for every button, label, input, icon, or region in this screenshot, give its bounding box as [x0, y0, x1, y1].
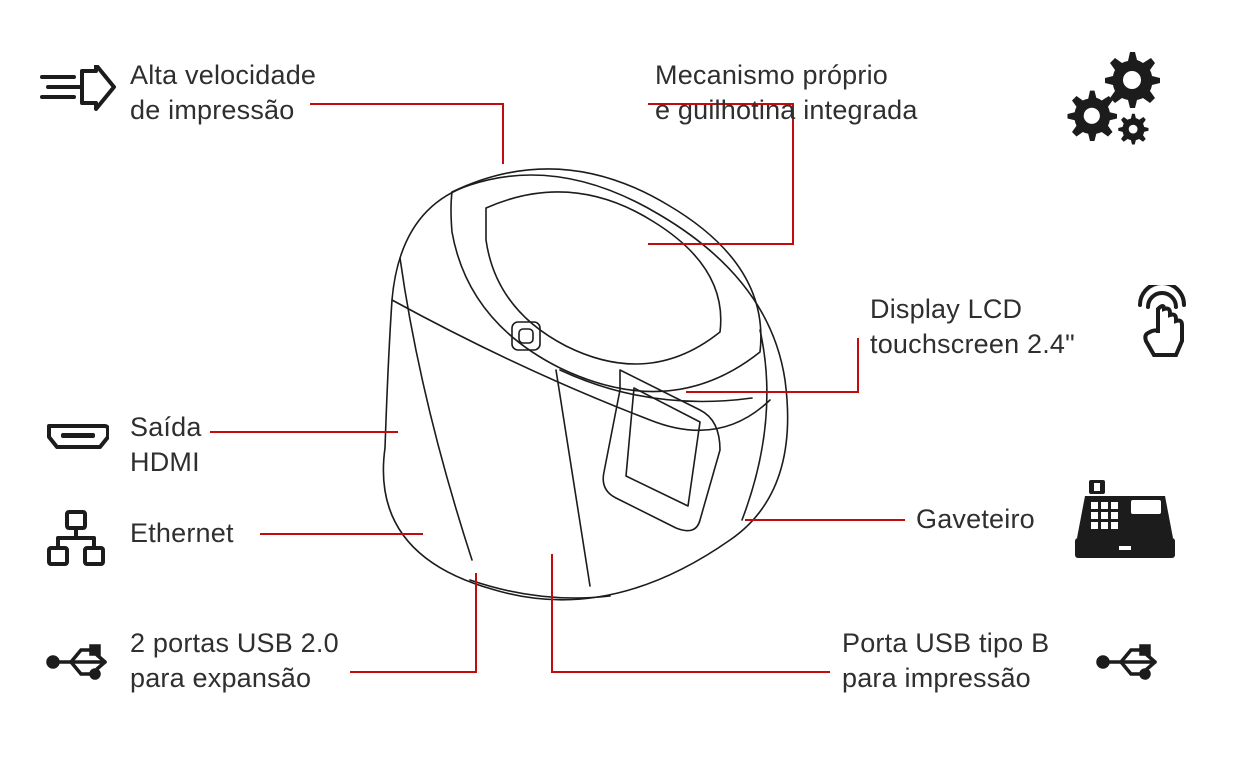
- touch-icon: [1130, 285, 1194, 359]
- label-speed: Alta velocidade de impressão: [130, 58, 316, 128]
- label-ethernet: Ethernet: [130, 516, 234, 551]
- usb-icon: [45, 640, 115, 684]
- label-mechanism: Mecanismo próprio e guilhotina integrada: [655, 58, 918, 128]
- usb-icon: [1095, 640, 1165, 684]
- leader-lcd: [686, 338, 858, 392]
- leader-usb-a: [350, 573, 476, 672]
- label-hdmi: Saída HDMI: [130, 410, 202, 480]
- ethernet-icon: [45, 510, 107, 566]
- infographic-stage: Alta velocidade de impressão Saída HDMI …: [0, 0, 1237, 764]
- product-drawing: [383, 169, 787, 600]
- leader-speed: [310, 104, 503, 164]
- label-lcd: Display LCD touchscreen 2.4": [870, 292, 1075, 362]
- label-drawer: Gaveteiro: [916, 502, 1035, 537]
- label-usb-b: Porta USB tipo B para impressão: [842, 626, 1049, 696]
- gears-icon: [1060, 50, 1170, 150]
- leader-usb-b: [552, 554, 830, 672]
- cash-register-icon: [1075, 480, 1175, 562]
- hdmi-icon: [45, 422, 109, 452]
- label-usb-a: 2 portas USB 2.0 para expansão: [130, 626, 339, 696]
- arrow-speed-icon: [38, 65, 116, 115]
